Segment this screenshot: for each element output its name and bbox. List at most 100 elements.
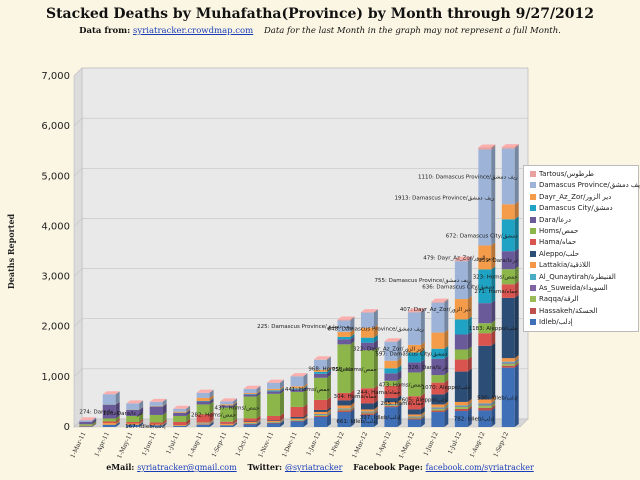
bar-segment bbox=[501, 148, 515, 205]
bar-segment bbox=[407, 352, 421, 363]
bar-segment bbox=[478, 399, 492, 404]
bar-segment bbox=[196, 414, 210, 422]
data-source-link[interactable]: syriatracker.crowdmap.com bbox=[133, 26, 254, 36]
legend-swatch bbox=[530, 171, 536, 177]
bar-segment bbox=[126, 415, 140, 422]
bar-top-face bbox=[454, 256, 472, 260]
bar-segment-side bbox=[397, 382, 402, 399]
bar-segment bbox=[501, 297, 515, 359]
bar-segment bbox=[501, 363, 515, 366]
data-annotation: 441: Homs/حمص bbox=[285, 387, 330, 393]
bar-segment-side bbox=[233, 420, 238, 424]
bar-segment-side bbox=[92, 421, 97, 426]
data-annotation: 282: Homs/حمص bbox=[191, 413, 236, 419]
bar-segment-side bbox=[279, 419, 284, 423]
bar-segment-side bbox=[303, 417, 308, 422]
bar-segment-side bbox=[514, 248, 519, 270]
legend-item: Al_Qunaytirah/القنيطرة bbox=[530, 273, 616, 284]
bar-segment-side bbox=[209, 421, 214, 427]
data-annotation: 672: Damascus City/دمشق bbox=[446, 233, 519, 239]
bar-segment bbox=[267, 390, 280, 392]
bar-segment bbox=[407, 416, 421, 418]
bar-segment bbox=[501, 269, 515, 285]
bar-top-face bbox=[196, 389, 214, 393]
legend-swatch bbox=[530, 307, 536, 314]
bar-segment-side bbox=[350, 316, 355, 321]
legend-item: Hama/حماه bbox=[530, 238, 576, 249]
bar-segment-side bbox=[233, 401, 238, 406]
bar-segment-side bbox=[350, 406, 355, 411]
bar-segment-side bbox=[209, 401, 214, 415]
bar-segment bbox=[290, 391, 304, 407]
bar-segment-side bbox=[467, 407, 472, 427]
bar-segment bbox=[337, 411, 351, 427]
bar-segment-side bbox=[92, 417, 97, 422]
bar-segment bbox=[79, 425, 93, 427]
bar-top-face bbox=[126, 400, 144, 404]
disclaimer-text: Data for the last Month in the graph may… bbox=[263, 26, 561, 36]
bar-segment bbox=[79, 426, 93, 427]
facebook-link[interactable]: facebook.com/syriatracker bbox=[425, 463, 534, 472]
bar-segment bbox=[196, 424, 210, 425]
bar-segment-side bbox=[326, 396, 331, 410]
y-tick-label: 5,000 bbox=[41, 171, 70, 182]
bar-segment-side bbox=[326, 374, 331, 400]
bar-segment bbox=[360, 388, 374, 404]
bar-segment bbox=[173, 415, 187, 422]
bar-segment bbox=[290, 420, 304, 421]
bar-segment bbox=[454, 319, 468, 335]
bar-segment-side bbox=[350, 405, 355, 410]
twitter-link[interactable]: @syriatracker bbox=[284, 463, 343, 472]
bar-segment bbox=[126, 423, 140, 425]
bar-segment-side bbox=[467, 258, 472, 300]
x-tick-label: 1-Mar-11 bbox=[69, 431, 87, 459]
bar-segment bbox=[501, 358, 515, 362]
bar-segment bbox=[196, 392, 210, 398]
data-annotation: 167: Idleb/إدلب bbox=[125, 424, 166, 430]
bar-segment bbox=[267, 423, 280, 427]
bar-segment bbox=[290, 421, 304, 427]
bar-segment bbox=[243, 396, 257, 419]
y-tick-label: 0 bbox=[64, 422, 70, 433]
bar-segment-side bbox=[373, 411, 378, 427]
bar-segment bbox=[384, 373, 398, 381]
bar-segment-side bbox=[92, 422, 97, 427]
y-tick-label: 7,000 bbox=[41, 71, 70, 82]
bar-segment bbox=[267, 420, 280, 422]
bar-segment-side bbox=[491, 144, 496, 150]
email-link[interactable]: syriatracker@gmail.com bbox=[137, 463, 237, 472]
bar-segment bbox=[173, 411, 187, 413]
bar-segment bbox=[267, 391, 280, 394]
bar-segment-side bbox=[233, 420, 238, 425]
bar-segment-side bbox=[303, 386, 308, 392]
bar-segment bbox=[314, 399, 327, 410]
bar-segment bbox=[267, 422, 280, 424]
x-tick-label: 1-Feb-12 bbox=[328, 431, 346, 458]
bar-segment bbox=[407, 344, 421, 353]
bar-segment-side bbox=[279, 379, 284, 383]
bar-segment-side bbox=[303, 417, 308, 421]
legend-item: Hassakeh/الحسكة bbox=[530, 307, 598, 318]
bar-top-face bbox=[290, 373, 308, 377]
data-annotation: 271: Hama/حماه bbox=[474, 289, 517, 295]
bar-segment-side bbox=[420, 359, 425, 373]
bar-segment-side bbox=[233, 402, 238, 406]
legend-swatch bbox=[530, 239, 536, 246]
bar-segment bbox=[102, 394, 116, 405]
bar-segment-side bbox=[233, 398, 238, 405]
bar-segment-side bbox=[373, 406, 378, 412]
data-annotation: 359: Dara/درعا bbox=[478, 258, 518, 264]
bar-segment bbox=[454, 371, 468, 402]
bar-segment bbox=[243, 423, 257, 424]
bar-segment bbox=[501, 284, 515, 298]
x-tick-label: 1-Dec-11 bbox=[281, 431, 299, 459]
data-annotation: 1183: Aleppo/حلب bbox=[469, 326, 518, 332]
bar-segment bbox=[243, 418, 257, 422]
bar-segment bbox=[337, 409, 351, 411]
bar-segment bbox=[454, 408, 468, 411]
bar-segment bbox=[243, 424, 257, 427]
legend-label: Aleppo/حلب bbox=[539, 249, 580, 258]
bar-segment-side bbox=[397, 338, 402, 361]
bar-segment bbox=[360, 403, 374, 410]
bar-segment bbox=[407, 311, 421, 313]
